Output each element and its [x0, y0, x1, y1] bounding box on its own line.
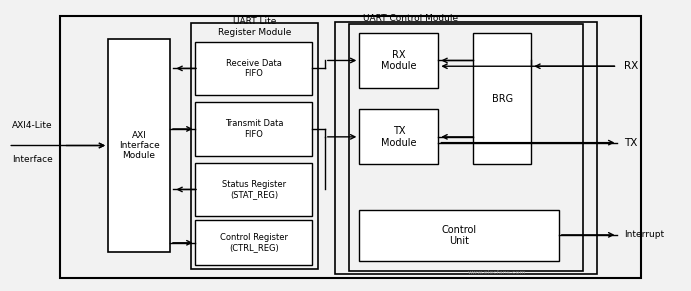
Bar — [196, 102, 312, 156]
Text: TX
Module: TX Module — [381, 126, 417, 148]
Text: Status Register
(STAT_REG): Status Register (STAT_REG) — [222, 180, 286, 199]
Text: Transmit Data
FIFO: Transmit Data FIFO — [225, 119, 283, 139]
Bar — [196, 42, 312, 95]
Text: Interrupt: Interrupt — [624, 230, 664, 239]
Bar — [60, 16, 641, 278]
Text: Interface: Interface — [12, 155, 53, 164]
Bar — [359, 210, 559, 261]
Text: RX
Module: RX Module — [381, 50, 417, 71]
Text: AXI
Interface
Module: AXI Interface Module — [119, 131, 160, 160]
Bar — [191, 23, 318, 269]
Bar — [196, 163, 312, 216]
Text: UART Control Module: UART Control Module — [363, 14, 458, 23]
Text: Receive Data
FIFO: Receive Data FIFO — [226, 59, 282, 78]
Text: www.elecfans.com: www.elecfans.com — [468, 270, 526, 275]
Bar — [349, 24, 583, 271]
Text: BRG: BRG — [491, 94, 513, 104]
Text: Control Register
(CTRL_REG): Control Register (CTRL_REG) — [220, 233, 288, 253]
Text: TX: TX — [624, 138, 638, 148]
Bar — [196, 221, 312, 265]
Bar — [335, 22, 597, 274]
Bar — [359, 109, 438, 164]
Bar — [473, 33, 531, 164]
Bar — [359, 33, 438, 88]
Text: Control
Unit: Control Unit — [442, 225, 477, 246]
Text: AXI4-Lite: AXI4-Lite — [12, 121, 53, 130]
Text: UART Lite
Register Module: UART Lite Register Module — [218, 17, 291, 37]
Text: RX: RX — [624, 61, 638, 71]
Bar — [108, 39, 170, 252]
